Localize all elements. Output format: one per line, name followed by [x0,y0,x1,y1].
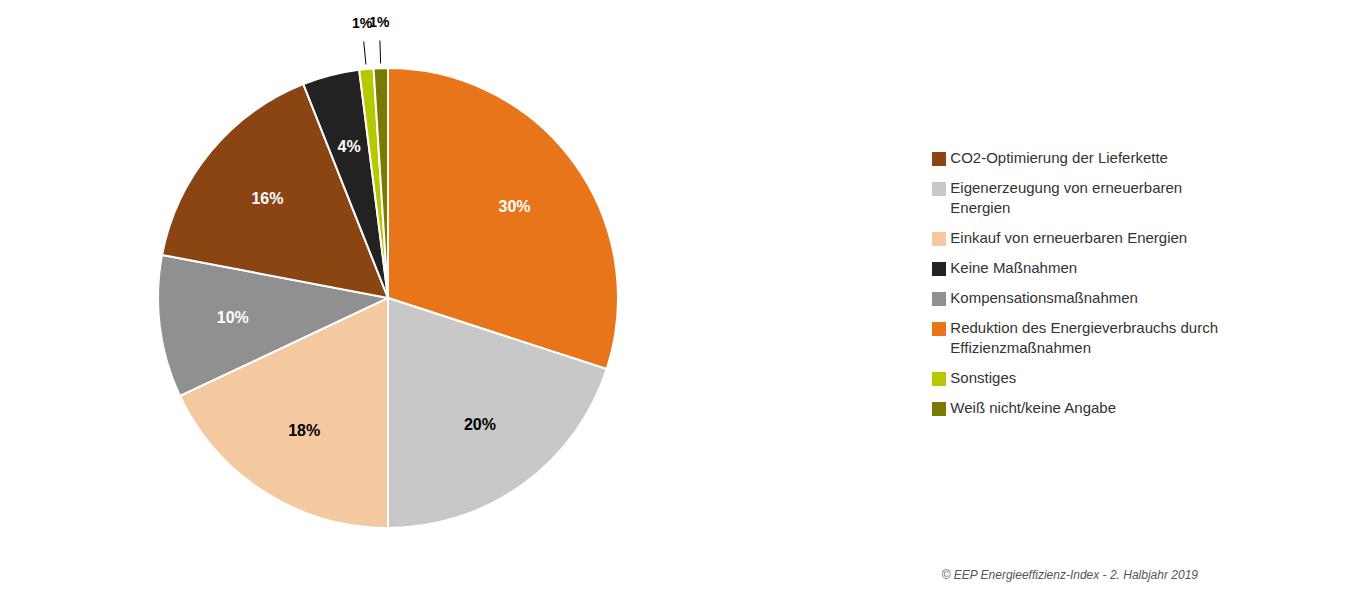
svg-text:30%: 30% [499,198,531,215]
svg-text:4%: 4% [338,138,361,155]
html-text:Reduktion des Energieverbrauch: Reduktion des Energieverbrauchs durch Ef… [950,319,1218,356]
html-text:Einkauf von erneuerbaren Energ: Einkauf von erneuerbaren Energien [950,229,1188,246]
svg-text:1%: 1% [351,15,373,32]
svg-text:1%: 1% [369,14,390,30]
html-text:Sonstiges: Sonstiges [950,369,1017,386]
html-text:Eigenerzeugung von erneuerbare: Eigenerzeugung von erneuerbaren Energien [950,179,1183,216]
svg-text:20%: 20% [464,416,496,433]
html-text:CO2-Optimierung der Lieferkett: CO2-Optimierung der Lieferkette [950,149,1168,166]
svg-text:16%: 16% [251,190,283,207]
svg-text:10%: 10% [217,309,249,326]
html-text:Weiß nicht/keine Angabe: Weiß nicht/keine Angabe [950,399,1116,416]
html-text:Keine Maßnahmen: Keine Maßnahmen [950,259,1078,276]
svg-text:18%: 18% [288,422,320,439]
html-text:Kompensationsmaßnahmen: Kompensationsmaßnahmen [950,289,1138,306]
html-text:© EEP Energieeffizienz-Index -: © EEP Energieeffizienz-Index - 2. Halbja… [941,568,1198,582]
